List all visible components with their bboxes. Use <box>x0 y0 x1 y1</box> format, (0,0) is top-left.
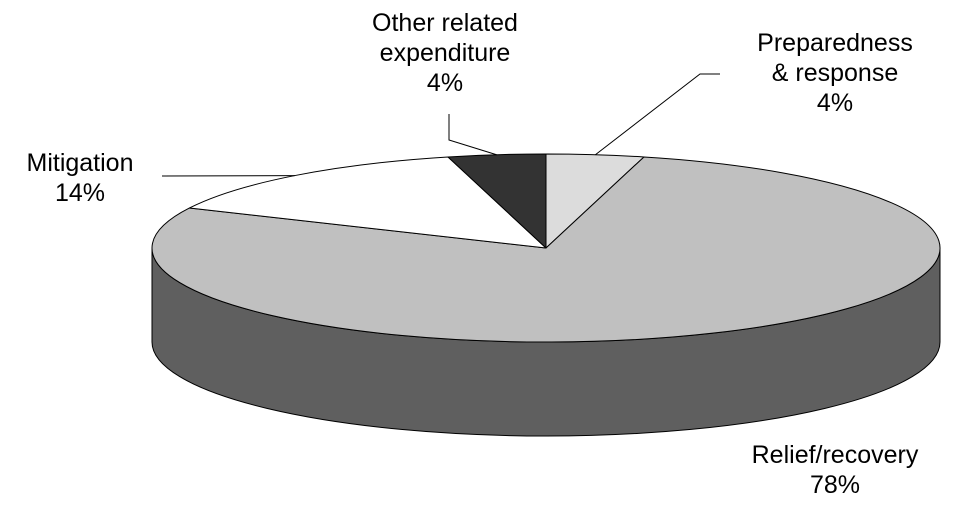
pie-slice-other-related-expenditure <box>447 153 547 249</box>
slice-name-line-1: Mitigation <box>26 149 134 177</box>
slice-percent: 4% <box>816 89 854 117</box>
slice-label-mitigation: Mitigation 14% <box>0 148 160 208</box>
slice-label-relief-recovery: Relief/recovery 78% <box>705 440 955 500</box>
slice-label-preparedness-response: Preparedness & response 4% <box>720 28 950 118</box>
slice-name-line-2: & response <box>771 59 899 87</box>
leader-line-preparedness-response <box>595 73 720 156</box>
slice-label-other-related-expenditure: Other related expenditure 4% <box>320 8 570 98</box>
slice-name-line-1: Preparedness <box>757 29 913 57</box>
pie-slices <box>151 153 941 343</box>
slice-name-line-1: Other related <box>372 9 518 37</box>
pie-slice-mitigation <box>189 156 547 249</box>
slice-percent: 4% <box>426 69 464 97</box>
slice-percent: 14% <box>54 179 106 207</box>
leader-lines <box>161 73 720 177</box>
slice-percent: 78% <box>809 471 861 499</box>
slice-name-line-1: Relief/recovery <box>751 441 919 469</box>
pie-slice-relief-recovery <box>151 156 941 343</box>
slice-name-line-2: expenditure <box>379 39 511 67</box>
leader-line-other-related-expenditure <box>448 114 497 156</box>
